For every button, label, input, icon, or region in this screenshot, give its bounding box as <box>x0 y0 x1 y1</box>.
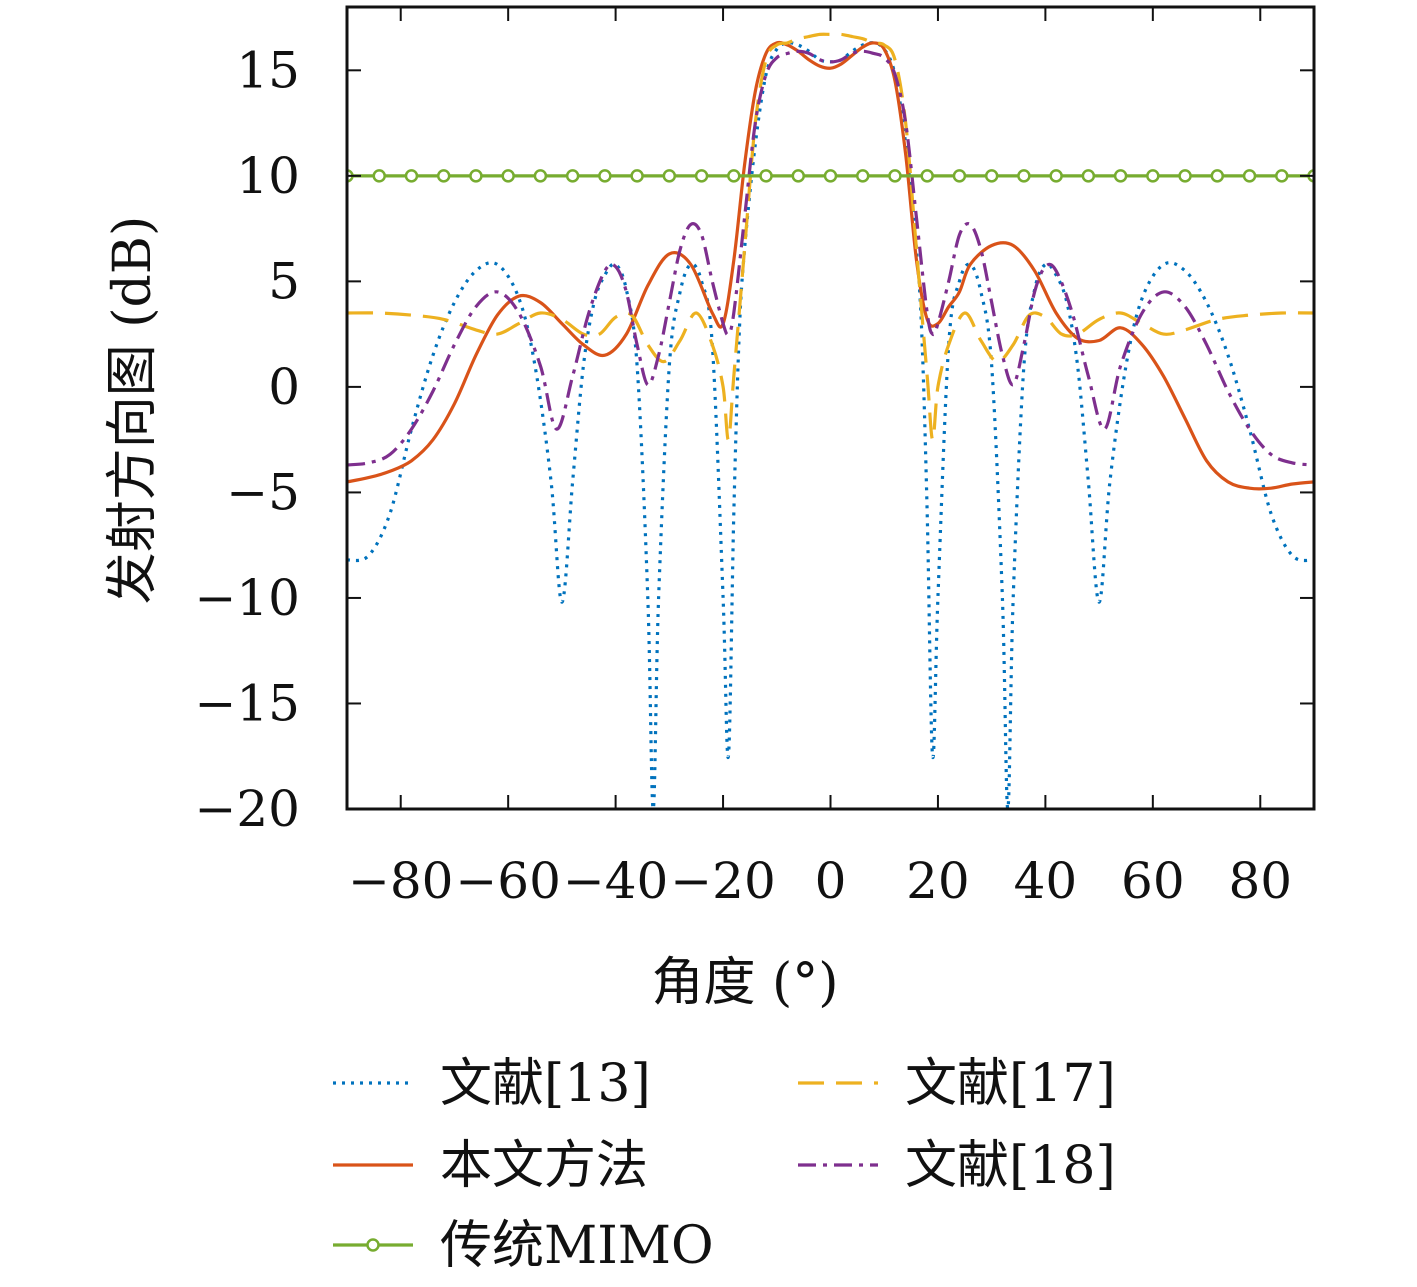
series-marker-4 <box>791 169 806 183</box>
series-marker-4 <box>1178 169 1192 183</box>
y-axis-title: 发射方向图 (dB) <box>103 216 163 605</box>
series-marker-4 <box>630 169 644 183</box>
y-tick-label: −15 <box>194 674 300 732</box>
series-marker-4 <box>1275 169 1289 183</box>
legend-marker-4 <box>366 1238 380 1252</box>
series-marker-4 <box>855 169 870 183</box>
series-marker-4 <box>598 169 612 183</box>
series-marker-4 <box>1081 169 1096 183</box>
legend-label-0: 文献[13] <box>440 1054 651 1114</box>
y-tick-label: −20 <box>194 780 300 838</box>
series-marker-4 <box>823 169 838 183</box>
plot-frame <box>345 5 1316 811</box>
series-marker-4 <box>1017 169 1031 183</box>
series-marker-4 <box>1146 169 1160 183</box>
series-line-2 <box>347 32 1314 442</box>
series-line-1 <box>347 40 1314 491</box>
legend: 文献[13] 本文方法 文献[17] 文献[18] 传统MIMO <box>333 1054 1116 1276</box>
y-tick-label: 10 <box>236 147 300 205</box>
x-tick-label: −80 <box>348 852 454 910</box>
y-tick-label: −10 <box>194 569 300 627</box>
series-layer <box>347 32 1314 809</box>
y-tick-label: −5 <box>226 463 300 521</box>
series-marker-4 <box>533 169 548 183</box>
series-marker-4 <box>436 169 451 183</box>
y-tick-label: 0 <box>268 358 300 416</box>
legend-label-4: 传统MIMO <box>440 1216 714 1276</box>
series-marker-4 <box>920 169 934 183</box>
series-marker-4 <box>404 169 419 183</box>
series-marker-4 <box>565 169 580 183</box>
series-marker-4 <box>1113 169 1128 183</box>
x-axis-title: 角度 (°) <box>651 953 838 1013</box>
x-tick-label: 60 <box>1121 852 1185 910</box>
series-marker-4 <box>952 169 967 183</box>
legend-label-2: 文献[17] <box>905 1054 1116 1114</box>
series-marker-4 <box>501 169 515 183</box>
x-tick-label: −60 <box>455 852 561 910</box>
legend-label-3: 文献[18] <box>905 1136 1116 1196</box>
x-tick-label: −20 <box>670 852 776 910</box>
series-marker-4 <box>372 169 386 183</box>
series-marker-4 <box>727 169 741 183</box>
x-tick-label: 40 <box>1014 852 1078 910</box>
legend-label-1: 本文方法 <box>440 1136 648 1196</box>
series-marker-4 <box>888 169 902 183</box>
series-marker-4 <box>469 169 483 183</box>
series-marker-4 <box>1049 169 1063 183</box>
y-tick-label: 5 <box>268 252 300 310</box>
series-line-3 <box>347 49 1314 467</box>
x-tick-label: 80 <box>1228 852 1292 910</box>
series-line-0 <box>347 41 1314 809</box>
series-marker-4 <box>1210 169 1225 183</box>
series-marker-4 <box>984 169 999 183</box>
series-marker-4 <box>694 169 709 183</box>
series-marker-4 <box>759 169 773 183</box>
series-marker-4 <box>1242 169 1257 183</box>
x-tick-label: −40 <box>563 852 669 910</box>
y-tick-label: 15 <box>236 41 300 99</box>
series-marker-4 <box>662 169 677 183</box>
x-tick-label: 0 <box>815 852 847 910</box>
x-tick-label: 20 <box>906 852 970 910</box>
